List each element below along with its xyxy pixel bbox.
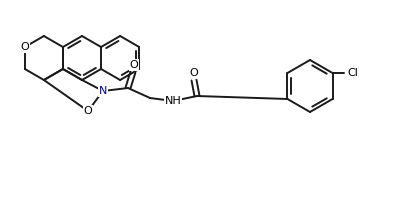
Text: O: O [190,68,198,78]
Text: Cl: Cl [347,68,358,78]
Text: O: O [129,60,138,70]
Text: N: N [99,86,107,96]
Text: O: O [84,106,92,116]
Text: NH: NH [165,96,181,106]
Text: O: O [21,42,29,52]
